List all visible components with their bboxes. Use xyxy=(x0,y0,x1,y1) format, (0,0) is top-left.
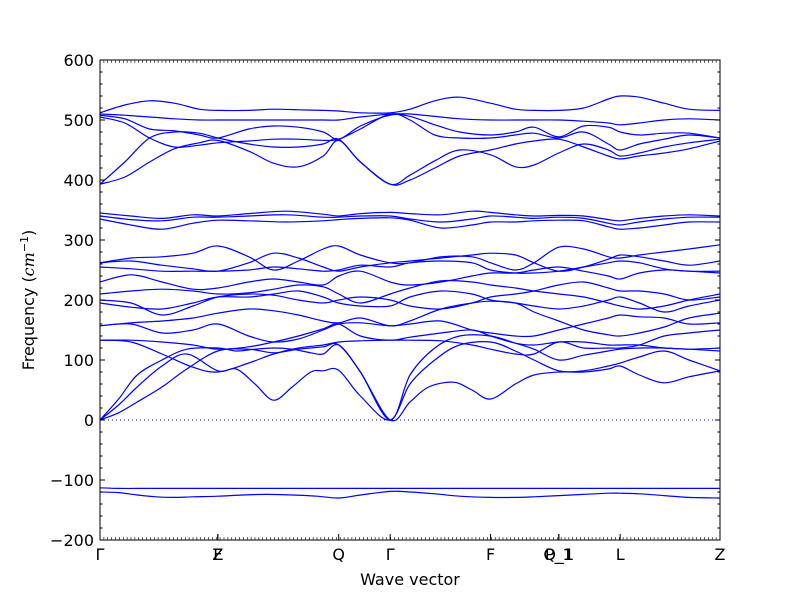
band-line-6 xyxy=(99,329,721,373)
x-tick-label: F xyxy=(486,545,495,564)
band-line-20 xyxy=(99,138,721,186)
y-axis-label: Frequency (cm−1) xyxy=(18,230,39,371)
x-tick-label: P_1 xyxy=(545,545,573,565)
x-tick-label: Γ xyxy=(96,545,105,564)
band-line-8 xyxy=(99,314,721,343)
band-line-17 xyxy=(99,217,721,230)
x-tick-label: F xyxy=(213,545,222,564)
band-line-2 xyxy=(99,490,721,499)
x-ticks: Γ FZ Q Γ F P_1Q_1 L Z xyxy=(96,60,726,565)
y-tick-label: 500 xyxy=(63,111,94,130)
y-axis-label-unit: cm xyxy=(19,252,38,276)
y-tick-label: 200 xyxy=(63,291,94,310)
y-ticks: −200 −100 0 100 200 300 400 500 600 xyxy=(50,51,720,550)
band-line-22 xyxy=(99,113,721,151)
band-line-9 xyxy=(99,300,721,337)
band-line-23 xyxy=(99,113,721,140)
band-line-25 xyxy=(99,95,721,114)
y-tick-label: −100 xyxy=(50,471,94,490)
x-tick-label: Z xyxy=(715,545,726,564)
x-tick-label: L xyxy=(616,545,625,564)
band-line-11 xyxy=(99,281,721,316)
band-line-19 xyxy=(99,210,721,222)
x-axis-label: Wave vector xyxy=(360,570,460,589)
y-tick-label: 0 xyxy=(84,411,94,430)
band-line-7 xyxy=(99,323,721,352)
band-line-3 xyxy=(99,342,721,422)
x-tick-label: Q xyxy=(332,545,345,564)
y-axis-label-exponent: −1 xyxy=(18,236,31,252)
band-line-13 xyxy=(99,266,721,291)
y-tick-label: 100 xyxy=(63,351,94,370)
y-tick-label: −200 xyxy=(50,531,94,550)
band-line-21 xyxy=(99,131,721,186)
y-axis-label-suffix: ) xyxy=(19,230,38,236)
x-tick-label: Z xyxy=(212,545,223,564)
series-group xyxy=(99,95,721,499)
y-tick-label: 400 xyxy=(63,171,94,190)
y-tick-label: 600 xyxy=(63,51,94,70)
y-tick-label: 300 xyxy=(63,231,94,250)
band-line-18 xyxy=(99,214,721,226)
band-line-24 xyxy=(99,113,721,126)
x-tick-label: Γ xyxy=(386,545,395,564)
band-line-1 xyxy=(99,487,720,490)
band-line-16 xyxy=(99,244,721,271)
x-tick-label: Q_1 xyxy=(543,545,574,565)
y-axis-label-prefix: Frequency ( xyxy=(19,276,38,370)
